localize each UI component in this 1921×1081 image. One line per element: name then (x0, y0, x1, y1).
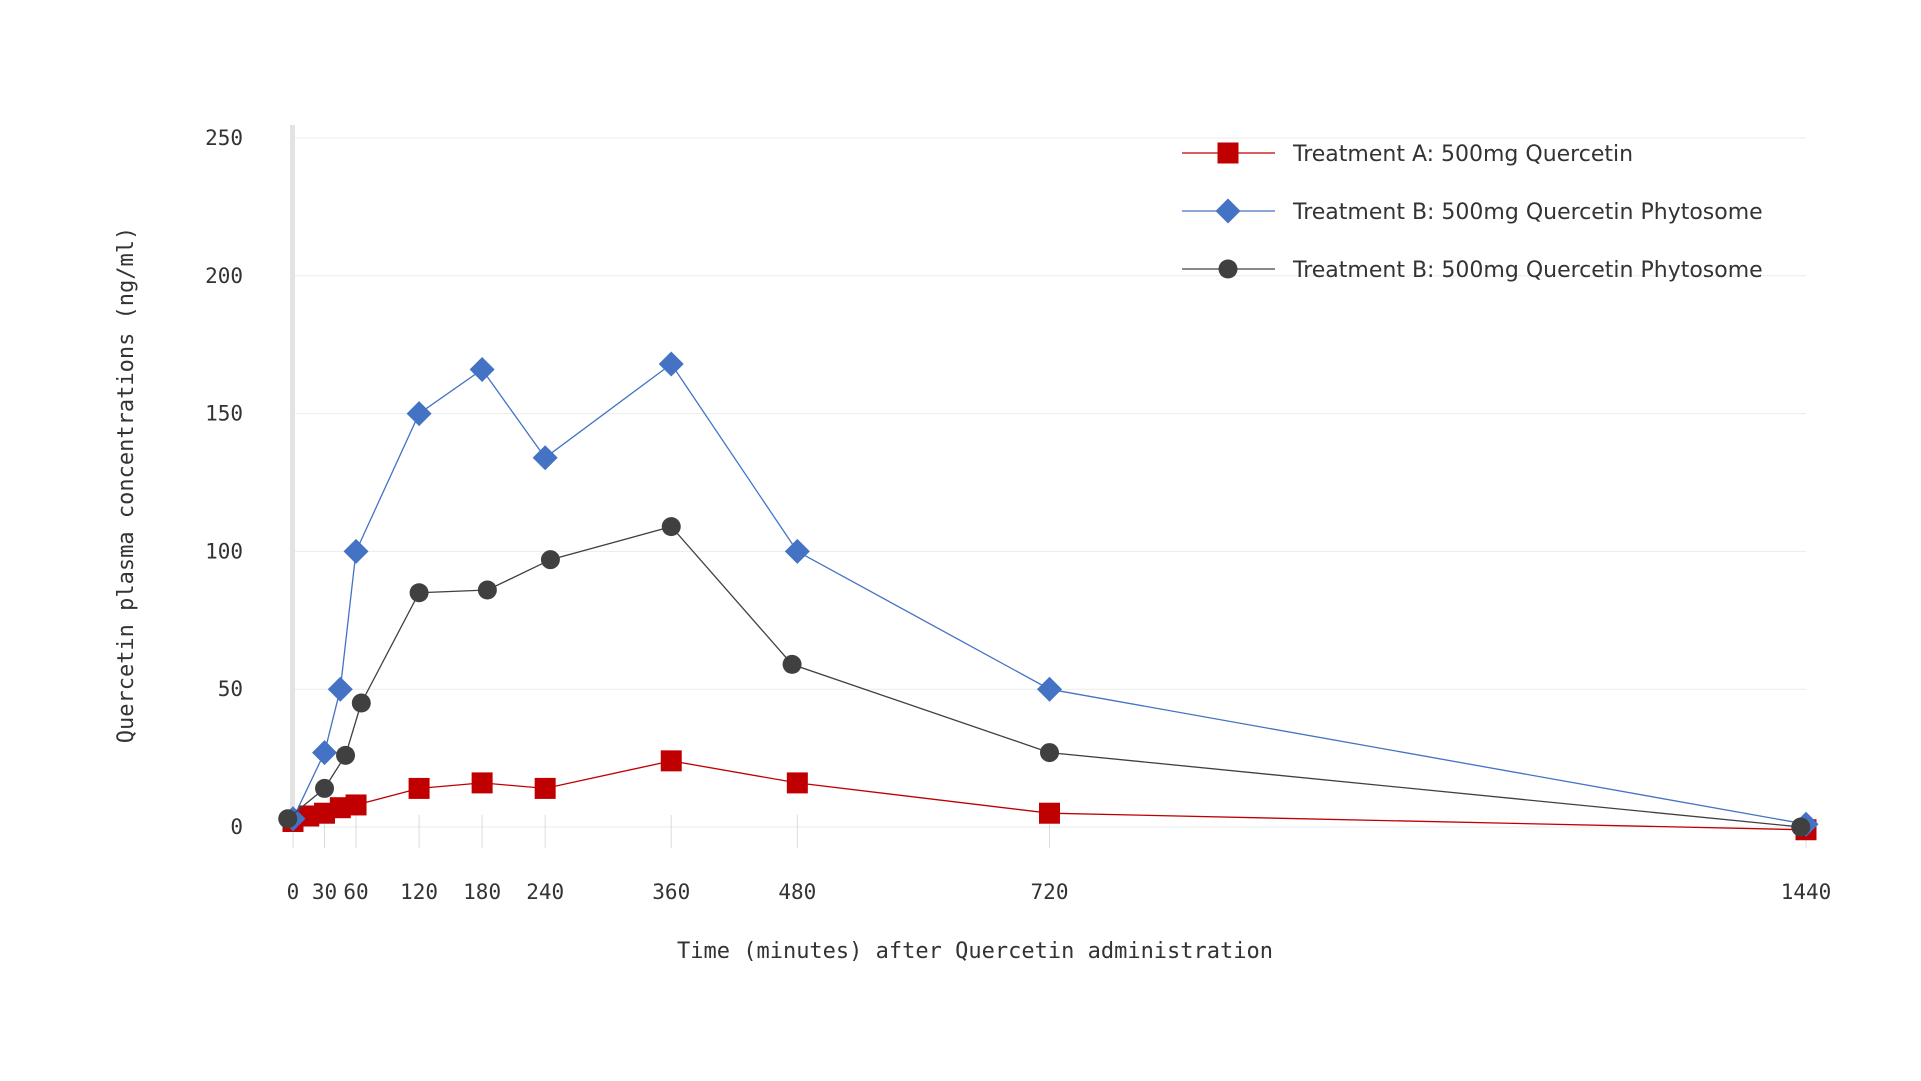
series-line (287, 525, 1801, 828)
data-point (406, 401, 432, 427)
legend-label: Treatment A: 500mg Quercetin (1292, 142, 1633, 167)
y-axis-band (290, 125, 295, 825)
y-tick-label: 150 (205, 402, 243, 426)
x-tick-label: 120 (400, 880, 438, 904)
x-tick-label: 180 (463, 880, 501, 904)
data-point (532, 445, 558, 471)
x-tick-label: 0 (287, 880, 300, 904)
data-point (351, 693, 371, 713)
data-point (477, 580, 497, 600)
x-tick-label: 720 (1031, 880, 1069, 904)
data-point (471, 772, 493, 794)
data-point (408, 777, 430, 799)
legend-marker (1217, 142, 1239, 164)
data-point (782, 654, 802, 674)
data-series (278, 351, 1819, 841)
x-tick-marks (292, 815, 1807, 848)
data-point (329, 797, 351, 819)
gridlines (295, 137, 1806, 828)
data-point (660, 750, 682, 772)
legend-marker (1215, 198, 1241, 224)
data-point (343, 538, 369, 564)
data-point (312, 740, 338, 766)
data-point (1040, 743, 1059, 763)
legend: Treatment A: 500mg Quercetin Treatment B:… (1182, 142, 1763, 283)
y-tick-label: 250 (205, 126, 243, 150)
data-point (345, 794, 367, 816)
data-point (315, 778, 335, 798)
data-point (786, 772, 808, 794)
y-tick-label: 50 (218, 677, 243, 701)
data-point (540, 550, 560, 570)
y-tick-labels: 0 50 100 150 200 250 (205, 126, 243, 839)
x-tick-label: 60 (343, 880, 368, 904)
x-tick-label: 360 (652, 880, 690, 904)
x-tick-label: 240 (526, 880, 564, 904)
data-point (534, 777, 556, 799)
data-point (298, 805, 320, 827)
data-point (327, 676, 353, 702)
data-point (409, 583, 429, 603)
data-point (784, 538, 810, 564)
x-tick-labels: 0 30 60 120 180 240 360 480 720 1440 (287, 880, 1832, 904)
legend-label: Treatment B: 500mg Quercetin Phytosome (1292, 200, 1763, 225)
data-point (658, 351, 684, 377)
y-tick-label: 200 (205, 264, 243, 288)
legend-label: Treatment B: 500mg Quercetin Phytosome (1292, 258, 1763, 283)
series-3 (278, 517, 1811, 837)
x-tick-label: 1440 (1781, 880, 1832, 904)
data-point (278, 809, 298, 829)
y-tick-label: 100 (205, 539, 243, 563)
legend-item: Treatment B: 500mg Quercetin Phytosome (1182, 198, 1763, 225)
data-point (1037, 676, 1062, 702)
data-point (661, 517, 681, 537)
x-axis-title: Time (minutes) after Quercetin administr… (677, 939, 1273, 964)
x-tick-label: 30 (312, 880, 337, 904)
legend-item: Treatment A: 500mg Quercetin (1182, 142, 1633, 167)
legend-item: Treatment B: 500mg Quercetin Phytosome (1182, 258, 1763, 283)
data-point (1791, 817, 1811, 837)
data-point (469, 357, 495, 383)
data-point (314, 802, 336, 824)
x-tick-label: 480 (778, 880, 816, 904)
data-point (1039, 802, 1060, 824)
y-tick-label: 0 (230, 815, 243, 839)
series-2 (280, 351, 1819, 837)
data-point (336, 745, 356, 765)
y-axis-title: Quercetin plasma concentrations (ng/ml) (114, 227, 139, 744)
legend-marker (1218, 259, 1238, 279)
